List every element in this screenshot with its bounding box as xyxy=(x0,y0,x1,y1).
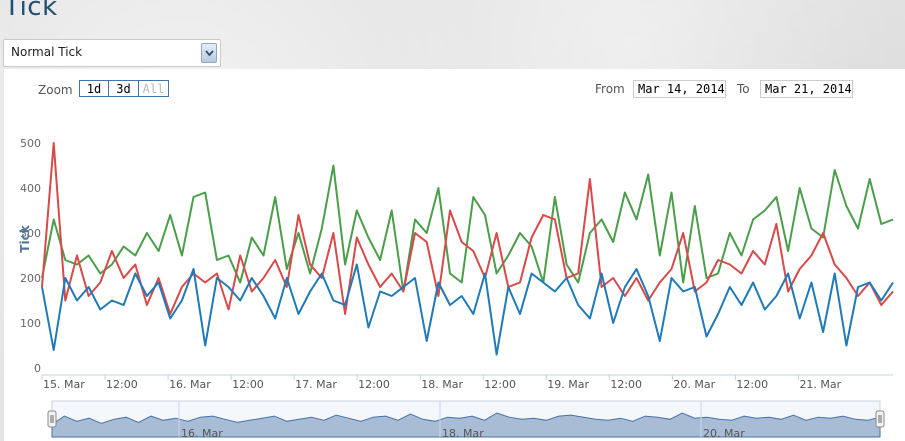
navigator-series xyxy=(51,412,881,438)
navigator-tick-label-1: 18. Mar xyxy=(442,427,484,440)
y-tick-label-4: 400 xyxy=(20,182,41,195)
navigator-left-handle[interactable] xyxy=(47,410,57,428)
x-tick-label-3: 12:00 xyxy=(232,378,264,391)
zoom-3d-button[interactable]: 3d xyxy=(108,80,139,97)
y-tick-label-0: 0 xyxy=(34,362,41,375)
x-axis: 15. Mar 12:00 16. Mar 12:00 17. Mar 12:00 18. … xyxy=(41,374,893,391)
to-date-input[interactable]: Mar 21, 2014 xyxy=(760,80,853,98)
y-tick-label-3: 300 xyxy=(20,227,41,240)
series-line-2 xyxy=(41,263,894,356)
x-tick-label-11: 12:00 xyxy=(736,378,768,391)
series-lines xyxy=(41,142,894,356)
zoom-all-button[interactable]: All xyxy=(138,80,169,97)
tick-type-select-value: Normal Tick xyxy=(11,45,83,59)
y-axis-label: Tick xyxy=(18,224,32,252)
chevron-down-icon[interactable] xyxy=(201,43,217,63)
y-axis: 0 100 200 300 400 500 xyxy=(20,137,41,375)
x-tick-label-10: 20. Mar xyxy=(673,378,715,391)
x-tick-label-5: 12:00 xyxy=(358,378,390,391)
navigator-tick-label-0: 16. Mar xyxy=(181,427,223,440)
tick-type-select[interactable]: Normal Tick xyxy=(3,39,221,67)
navigator-right-handle[interactable] xyxy=(875,410,885,428)
y-tick-label-5: 500 xyxy=(20,137,41,150)
x-tick-label-6: 18. Mar xyxy=(421,378,463,391)
from-label: From xyxy=(595,82,625,96)
series-line-0 xyxy=(41,164,894,293)
x-tick-label-9: 12:00 xyxy=(610,378,642,391)
x-tick-label-7: 12:00 xyxy=(484,378,516,391)
y-tick-label-1: 100 xyxy=(20,317,41,330)
x-tick-label-0: 15. Mar xyxy=(43,378,85,391)
page-title: Tick xyxy=(4,0,58,22)
zoom-label: Zoom xyxy=(38,83,73,97)
navigator-tick-label-2: 20. Mar xyxy=(703,427,745,440)
to-label: To xyxy=(737,82,750,96)
chart-panel xyxy=(4,69,905,441)
x-tick-label-2: 16. Mar xyxy=(169,378,211,391)
x-tick-label-1: 12:00 xyxy=(106,378,138,391)
x-tick-label-8: 19. Mar xyxy=(547,378,589,391)
series-line-1 xyxy=(41,142,894,315)
navigator[interactable]: 16. Mar 18. Mar 20. Mar xyxy=(47,400,885,440)
from-date-input[interactable]: Mar 14, 2014 xyxy=(633,80,726,98)
x-tick-label-4: 17. Mar xyxy=(295,378,337,391)
x-tick-label-12: 21. Mar xyxy=(799,378,841,391)
y-tick-label-2: 200 xyxy=(20,272,41,285)
